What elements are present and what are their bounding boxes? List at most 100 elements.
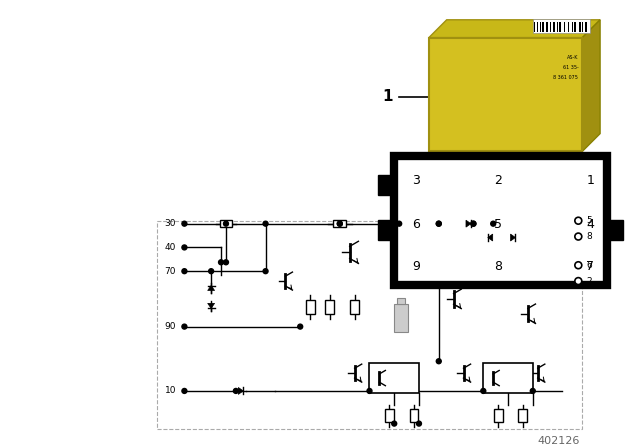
- Text: 40: 40: [164, 243, 176, 252]
- Circle shape: [182, 269, 187, 274]
- Bar: [518, 167, 532, 184]
- Text: 3: 3: [412, 174, 420, 187]
- Polygon shape: [429, 20, 600, 38]
- Bar: [306, 300, 314, 314]
- Text: 7: 7: [586, 260, 594, 273]
- Bar: [494, 167, 508, 184]
- Text: 90: 90: [164, 322, 176, 331]
- Circle shape: [491, 221, 495, 226]
- Text: 1: 1: [586, 174, 594, 187]
- Text: 30: 30: [164, 219, 176, 228]
- Bar: [509, 226, 517, 240]
- Bar: [483, 151, 496, 169]
- Bar: [385, 409, 394, 422]
- Circle shape: [436, 359, 441, 364]
- Circle shape: [209, 269, 214, 274]
- Polygon shape: [488, 234, 493, 241]
- Circle shape: [575, 217, 582, 224]
- Bar: [550, 22, 551, 32]
- Bar: [542, 22, 544, 32]
- Circle shape: [397, 221, 402, 226]
- Text: 5: 5: [494, 218, 502, 231]
- Text: 5: 5: [586, 216, 592, 225]
- Bar: [539, 226, 547, 240]
- Circle shape: [392, 421, 397, 426]
- Polygon shape: [207, 285, 214, 290]
- Text: 6: 6: [412, 218, 420, 231]
- Bar: [350, 300, 359, 314]
- Text: 8: 8: [494, 260, 502, 273]
- Bar: [378, 175, 396, 195]
- Text: 6: 6: [586, 261, 592, 270]
- Text: 1: 1: [383, 90, 393, 104]
- Text: 10: 10: [164, 387, 176, 396]
- Circle shape: [575, 262, 582, 269]
- Bar: [552, 22, 555, 32]
- Text: 8 361 075: 8 361 075: [554, 75, 579, 80]
- Bar: [478, 221, 489, 227]
- Bar: [605, 220, 623, 240]
- Circle shape: [471, 221, 476, 226]
- Circle shape: [575, 278, 582, 284]
- Circle shape: [436, 221, 441, 226]
- Circle shape: [337, 221, 342, 226]
- Bar: [326, 300, 334, 314]
- Circle shape: [367, 388, 372, 393]
- Circle shape: [531, 388, 535, 393]
- Bar: [530, 151, 543, 169]
- Bar: [568, 22, 569, 32]
- Bar: [429, 38, 582, 151]
- Bar: [220, 220, 232, 227]
- Bar: [157, 221, 582, 429]
- Circle shape: [481, 388, 486, 393]
- Text: 9: 9: [412, 260, 420, 273]
- Bar: [518, 409, 527, 422]
- Bar: [540, 22, 541, 32]
- Bar: [574, 22, 576, 32]
- Circle shape: [298, 324, 303, 329]
- Bar: [506, 151, 520, 169]
- Bar: [394, 304, 408, 332]
- Bar: [554, 151, 568, 169]
- Bar: [557, 22, 558, 32]
- Bar: [378, 220, 396, 240]
- Bar: [564, 22, 565, 32]
- Bar: [545, 22, 548, 32]
- Text: 2: 2: [586, 276, 592, 285]
- Bar: [579, 22, 580, 32]
- Bar: [333, 220, 346, 227]
- Circle shape: [337, 221, 342, 226]
- Bar: [493, 409, 502, 422]
- Text: 402126: 402126: [538, 436, 580, 447]
- Circle shape: [436, 221, 441, 226]
- Bar: [470, 167, 484, 184]
- Circle shape: [234, 388, 238, 393]
- Circle shape: [471, 221, 476, 226]
- Bar: [572, 22, 573, 32]
- Bar: [483, 363, 532, 393]
- Bar: [532, 19, 590, 33]
- Bar: [585, 22, 587, 32]
- Circle shape: [263, 221, 268, 226]
- Circle shape: [182, 388, 187, 393]
- Circle shape: [218, 260, 223, 265]
- Circle shape: [182, 245, 187, 250]
- Circle shape: [182, 221, 187, 226]
- Circle shape: [263, 269, 268, 274]
- Bar: [397, 298, 405, 304]
- Polygon shape: [238, 388, 243, 394]
- Circle shape: [575, 233, 582, 240]
- Polygon shape: [511, 234, 515, 241]
- Text: AS-K: AS-K: [567, 56, 579, 60]
- Bar: [394, 156, 607, 285]
- Circle shape: [223, 260, 228, 265]
- Bar: [534, 22, 535, 32]
- Circle shape: [417, 421, 422, 426]
- Bar: [541, 167, 556, 184]
- Circle shape: [182, 324, 187, 329]
- Bar: [582, 22, 584, 32]
- Text: 61 35-: 61 35-: [563, 65, 579, 70]
- Text: 8: 8: [586, 232, 592, 241]
- Text: 4: 4: [586, 218, 594, 231]
- Text: 2: 2: [494, 174, 502, 187]
